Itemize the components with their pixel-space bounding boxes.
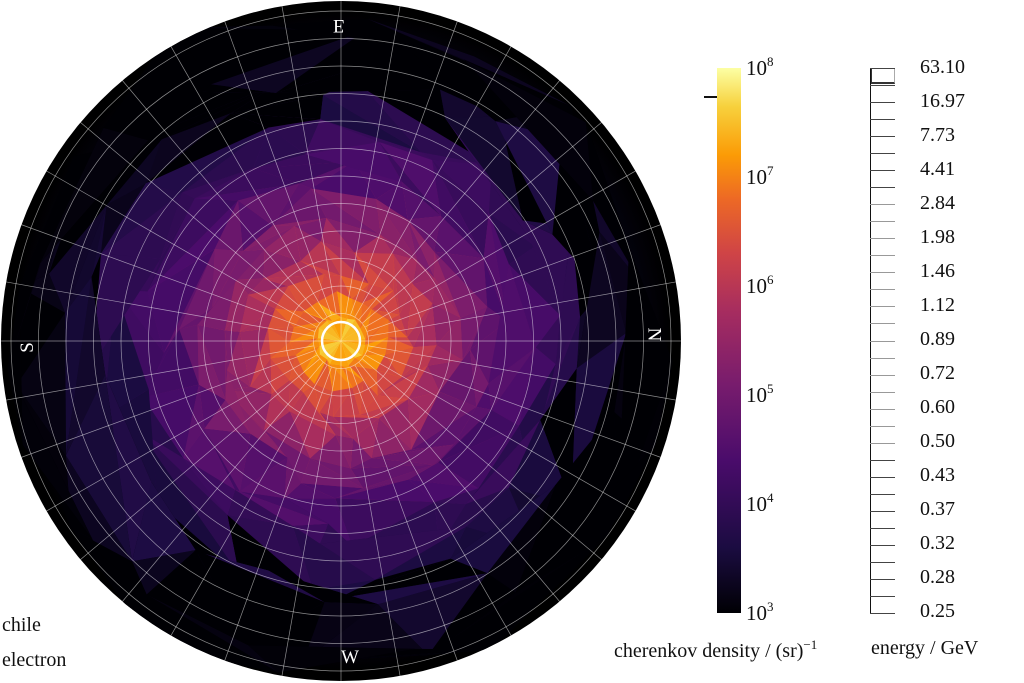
energy-bin-label: 2.84	[920, 192, 955, 214]
colorbar-title: cherenkov density / (sr)−1	[614, 638, 817, 661]
energy-tick	[870, 340, 895, 342]
energy-tick	[870, 595, 895, 597]
energy-bin-label: 0.43	[920, 464, 955, 486]
colorbar-tick-label: 103	[746, 599, 774, 625]
energy-tick	[870, 544, 895, 546]
colorbar-title-text: cherenkov density / (sr)	[614, 640, 804, 662]
pointing-marker	[320, 320, 362, 362]
energy-tick	[870, 578, 895, 580]
energy-bin-label: 0.32	[920, 532, 955, 554]
energy-bin-label: 0.37	[920, 498, 955, 520]
direction-label-south: S	[16, 342, 38, 353]
colorbar-value-marker	[704, 96, 717, 98]
colorbar-tick-label: 108	[746, 54, 774, 80]
energy-tick	[870, 238, 895, 240]
energy-tick	[870, 170, 895, 172]
energy-tick	[870, 272, 895, 274]
energy-bin-label: 1.98	[920, 226, 955, 248]
energy-tick	[870, 493, 895, 495]
density-facets	[7, 18, 673, 673]
energy-tick	[870, 204, 895, 206]
colorbar-tick-label: 105	[746, 381, 774, 407]
colorbar-tick-label: 106	[746, 272, 774, 298]
energy-tick	[870, 289, 895, 291]
colorbar-title-exponent: −1	[803, 637, 818, 652]
direction-label-east: E	[333, 15, 345, 36]
energy-bin-label: 4.41	[920, 158, 955, 180]
energy-tick	[870, 102, 895, 104]
energy-tick	[870, 476, 895, 478]
energy-bin-label: 63.10	[920, 56, 965, 78]
energy-tick	[870, 442, 895, 444]
sky-map	[0, 0, 684, 683]
energy-bin-label: 7.73	[920, 124, 955, 146]
energy-tick	[870, 221, 895, 223]
energy-tick	[870, 527, 895, 529]
energy-bin-label: 1.46	[920, 260, 955, 282]
site-label: chile	[2, 614, 41, 636]
energy-tick	[870, 561, 895, 563]
energy-tick	[870, 510, 895, 512]
energy-tick	[870, 459, 895, 461]
energy-title: energy / GeV	[871, 637, 979, 659]
energy-tick	[870, 136, 895, 138]
particle-label: electron	[2, 649, 67, 671]
energy-bin-label: 0.25	[920, 600, 955, 622]
energy-tick	[870, 85, 895, 87]
energy-tick	[870, 187, 895, 189]
energy-tick	[870, 374, 895, 376]
energy-tick	[870, 323, 895, 325]
energy-tick	[870, 425, 895, 427]
energy-tick	[870, 153, 895, 155]
energy-tick	[870, 306, 895, 308]
colorbar-tick-label: 107	[746, 163, 774, 189]
energy-tick	[870, 613, 895, 614]
direction-label-north: N	[643, 327, 665, 342]
energy-bin-label: 1.12	[920, 294, 955, 316]
energy-selected-bin	[871, 68, 895, 84]
energy-bin-label: 0.89	[920, 328, 955, 350]
energy-tick	[870, 119, 895, 121]
colorbar-tick-label: 104	[746, 490, 774, 516]
direction-label-west: W	[341, 647, 359, 668]
energy-tick	[870, 68, 895, 69]
energy-tick	[870, 391, 895, 393]
energy-tick	[870, 357, 895, 359]
energy-tick	[870, 408, 895, 410]
energy-bin-label: 0.50	[920, 430, 955, 452]
energy-bin-label: 16.97	[920, 90, 965, 112]
energy-bin-label: 0.60	[920, 396, 955, 418]
colorbar	[717, 68, 741, 613]
energy-bin-label: 0.28	[920, 566, 955, 588]
energy-bin-label: 0.72	[920, 362, 955, 384]
polar-grid	[0, 0, 684, 683]
energy-tick	[870, 255, 895, 257]
